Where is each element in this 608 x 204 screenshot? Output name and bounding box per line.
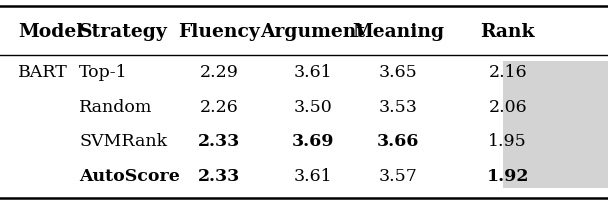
- Text: Model: Model: [18, 23, 84, 41]
- Text: Meaning: Meaning: [352, 23, 444, 41]
- Text: 3.53: 3.53: [379, 99, 418, 116]
- Text: 3.69: 3.69: [292, 133, 334, 150]
- Text: Fluency: Fluency: [178, 23, 260, 41]
- Text: 3.61: 3.61: [294, 168, 333, 185]
- Text: 2.26: 2.26: [199, 99, 238, 116]
- Text: SVMRank: SVMRank: [79, 133, 167, 150]
- Text: BART: BART: [18, 64, 68, 81]
- Text: AutoScore: AutoScore: [79, 168, 180, 185]
- Text: Random: Random: [79, 99, 153, 116]
- Text: 1.92: 1.92: [486, 168, 529, 185]
- Text: 2.16: 2.16: [488, 64, 527, 81]
- Text: 3.61: 3.61: [294, 64, 333, 81]
- Text: Rank: Rank: [480, 23, 535, 41]
- Text: 3.50: 3.50: [294, 99, 333, 116]
- Text: 3.65: 3.65: [379, 64, 418, 81]
- Text: 3.66: 3.66: [377, 133, 420, 150]
- Text: 3.57: 3.57: [379, 168, 418, 185]
- Text: 2.06: 2.06: [488, 99, 527, 116]
- Text: 1.95: 1.95: [488, 133, 527, 150]
- Text: 2.29: 2.29: [199, 64, 238, 81]
- Text: 2.33: 2.33: [198, 168, 240, 185]
- Text: Strategy: Strategy: [79, 23, 168, 41]
- Text: Top-1: Top-1: [79, 64, 128, 81]
- Text: Argument: Argument: [261, 23, 365, 41]
- Text: 2.33: 2.33: [198, 133, 240, 150]
- FancyBboxPatch shape: [503, 61, 608, 188]
